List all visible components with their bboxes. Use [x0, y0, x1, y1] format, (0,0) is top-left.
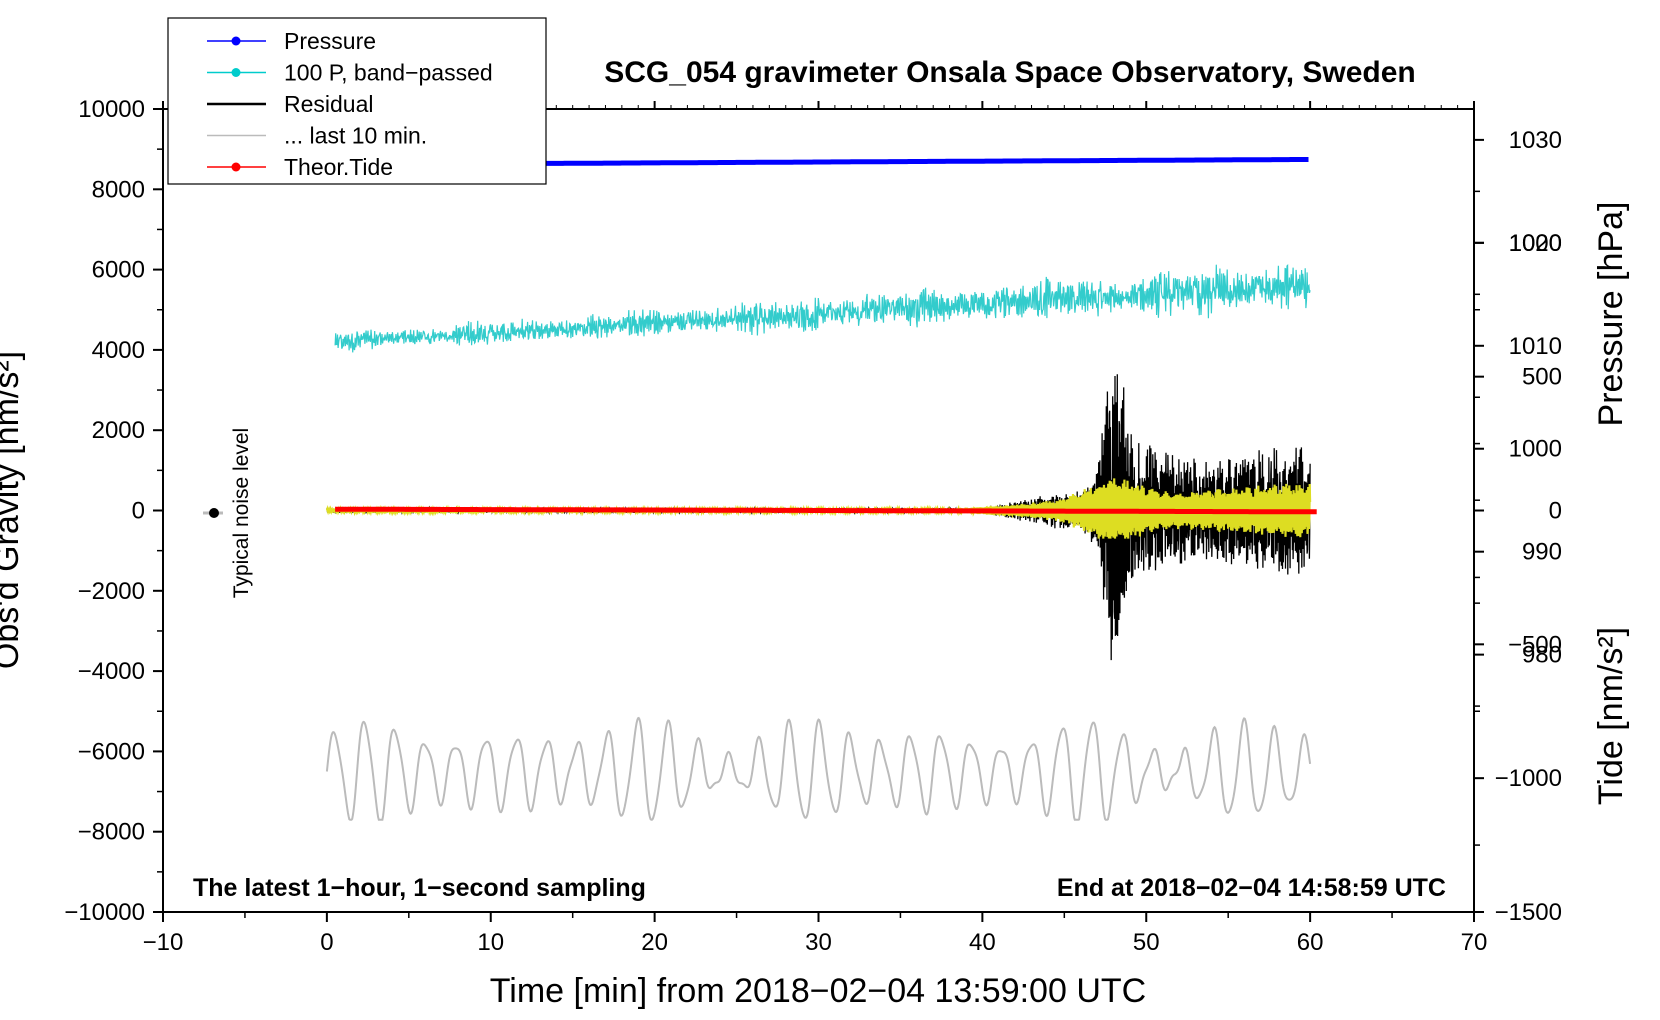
noise-marker: Typical noise level: [203, 428, 253, 598]
legend-entry: Residual: [207, 91, 374, 117]
x-tick-label: 10: [477, 929, 504, 956]
legend: Pressure 100 P, band−passed Residual ... la…: [167, 17, 547, 185]
y-left-tick-label: 2000: [92, 417, 145, 444]
y-left-tick-label: 8000: [92, 176, 145, 203]
y-tide-tick-label: 500: [1522, 364, 1562, 391]
y-pressure-tick-label: 1010: [1509, 333, 1562, 360]
y-left-tick-label: 4000: [92, 337, 145, 364]
y-left-tick-label: 10000: [78, 96, 145, 123]
axis-ticks: [153, 101, 1484, 922]
x-tick-label: 40: [969, 929, 996, 956]
y-left-tick-label: 0: [132, 498, 145, 525]
x-tick-label: 20: [641, 929, 668, 956]
series-last-10-min: [325, 716, 1312, 821]
pressure-tick-labels: 1030 1020 1010 1000 990 980: [1509, 127, 1562, 669]
y-pressure-tick-label: 1000: [1509, 436, 1562, 463]
y-tide-tick-label: −500: [1508, 631, 1562, 658]
y-left-tick-label: −10000: [64, 899, 145, 926]
legend-entry: ... last 10 min.: [207, 123, 427, 149]
tide-tick-labels: 1000 500 0 −500 −1000 −1500: [1495, 230, 1562, 926]
y-pressure-tick-label: 1020: [1509, 230, 1562, 257]
legend-marker: [231, 162, 241, 172]
legend-label: Pressure: [284, 28, 376, 54]
x-axis-label: Time [min] from 2018−02−04 13:59:00 UTC: [490, 972, 1146, 1010]
series-theoretical-tide: [335, 506, 1317, 515]
y-pressure-tick-label: 1030: [1509, 127, 1562, 154]
y-axis-label-tide: Tide [nm/s²]: [1592, 627, 1630, 805]
legend-entry: Theor.Tide: [207, 154, 393, 180]
chart-title: SCG_054 gravimeter Onsala Space Observat…: [604, 56, 1416, 89]
series-band-passed-pressure: [334, 263, 1311, 353]
y-tide-tick-label: −1500: [1495, 899, 1562, 926]
y-left-tick-label: −4000: [78, 658, 145, 685]
x-tick-labels: −10 0 10 20 30 40 50 60 70: [143, 929, 1488, 956]
y-left-tick-label: −6000: [78, 738, 145, 765]
y-tide-tick-label: −1000: [1495, 765, 1562, 792]
legend-marker: [231, 36, 241, 46]
series-layer: [325, 157, 1317, 821]
legend-box: [167, 17, 547, 185]
left-tick-labels: 10000 8000 6000 4000 2000 0 −2000 −4000 −6000 −80…: [64, 96, 145, 926]
y-left-tick-label: −2000: [78, 578, 145, 605]
y-axis-label-left: Obs'd Gravity [nm/s²]: [0, 351, 26, 669]
legend-label: ... last 10 min.: [284, 123, 427, 149]
y-axis-label-pressure: Pressure [hPa]: [1592, 202, 1630, 427]
sampling-note: The latest 1−hour, 1−second sampling: [193, 874, 646, 902]
x-tick-label: 70: [1461, 929, 1488, 956]
legend-label: Theor.Tide: [284, 154, 393, 180]
y-pressure-tick-label: 990: [1522, 539, 1562, 566]
y-left-tick-label: −8000: [78, 819, 145, 846]
legend-label: Residual: [284, 91, 374, 117]
x-tick-label: 60: [1297, 929, 1324, 956]
y-tide-tick-label: 0: [1549, 498, 1562, 525]
x-tick-label: 30: [805, 929, 832, 956]
y-pressure-tick-label: 980: [1522, 642, 1562, 669]
y-tide-tick-label: 1000: [1509, 230, 1562, 257]
end-time-note: End at 2018−02−04 14:58:59 UTC: [1057, 874, 1446, 902]
noise-label: Typical noise level: [230, 428, 253, 598]
legend-label: 100 P, band−passed: [284, 60, 493, 86]
y-left-tick-label: 6000: [92, 257, 145, 284]
x-tick-label: −10: [143, 929, 184, 956]
legend-marker: [231, 68, 241, 77]
x-tick-label: 0: [320, 929, 333, 956]
legend-entry: Pressure: [207, 28, 376, 54]
x-tick-label: 50: [1133, 929, 1160, 956]
legend-entry: 100 P, band−passed: [207, 60, 493, 86]
